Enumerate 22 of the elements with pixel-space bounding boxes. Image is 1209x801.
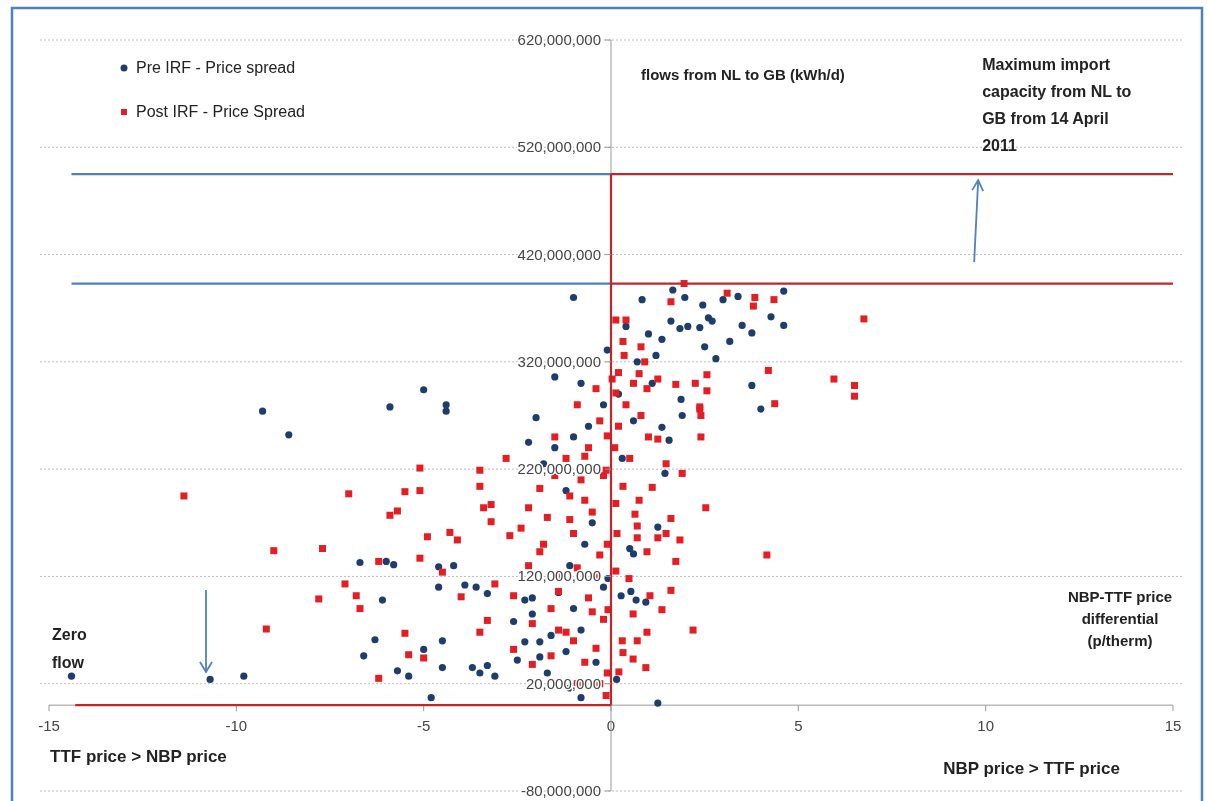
y-axis-title: flows from NL to GB (kWh/d) bbox=[641, 66, 845, 83]
legend-label: Pre IRF - Price spread bbox=[136, 59, 296, 76]
annotation: Maximum import capacity from NL to GB from 14 April 2011 bbox=[982, 56, 1132, 154]
x-tick-label: 15 bbox=[1164, 717, 1182, 735]
y-tick-label: 120,000,000 bbox=[517, 567, 601, 585]
y-tick-label: 620,000,000 bbox=[517, 31, 601, 48]
annotation: Zero flow bbox=[52, 626, 87, 671]
x-tick-label: 5 bbox=[794, 717, 803, 735]
x-tick-label: -15 bbox=[38, 717, 60, 735]
x-tick-label: -5 bbox=[416, 717, 431, 735]
y-tick-label: 420,000,000 bbox=[517, 245, 601, 263]
y-tick-label: -80,000,000 bbox=[520, 782, 601, 799]
x-tick-label: 10 bbox=[977, 717, 995, 735]
legend-label: Post IRF - Price Spread bbox=[136, 103, 305, 120]
y-tick-label: 220,000,000 bbox=[517, 460, 601, 478]
x-tick-label: -10 bbox=[225, 717, 248, 735]
y-tick-label: 520,000,000 bbox=[517, 138, 601, 156]
y-tick-label: 320,000,000 bbox=[517, 352, 601, 370]
annotation: NBP price > TTF price bbox=[943, 759, 1120, 778]
x-axis-title: NBP-TTF price differential (p/therm) bbox=[1067, 588, 1173, 649]
annotation: TTF price > NBP price bbox=[50, 747, 227, 766]
x-tick-label: 0 bbox=[606, 717, 616, 735]
